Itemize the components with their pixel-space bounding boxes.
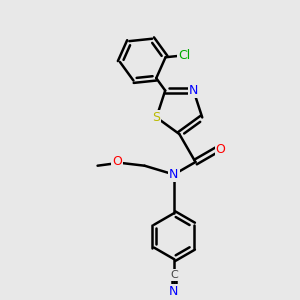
Text: C: C bbox=[170, 270, 178, 280]
Text: Cl: Cl bbox=[178, 49, 190, 62]
Text: O: O bbox=[112, 155, 122, 168]
Text: N: N bbox=[189, 84, 198, 97]
Text: O: O bbox=[216, 143, 226, 156]
Text: S: S bbox=[152, 111, 160, 124]
Text: N: N bbox=[169, 168, 178, 181]
Text: N: N bbox=[169, 285, 178, 298]
